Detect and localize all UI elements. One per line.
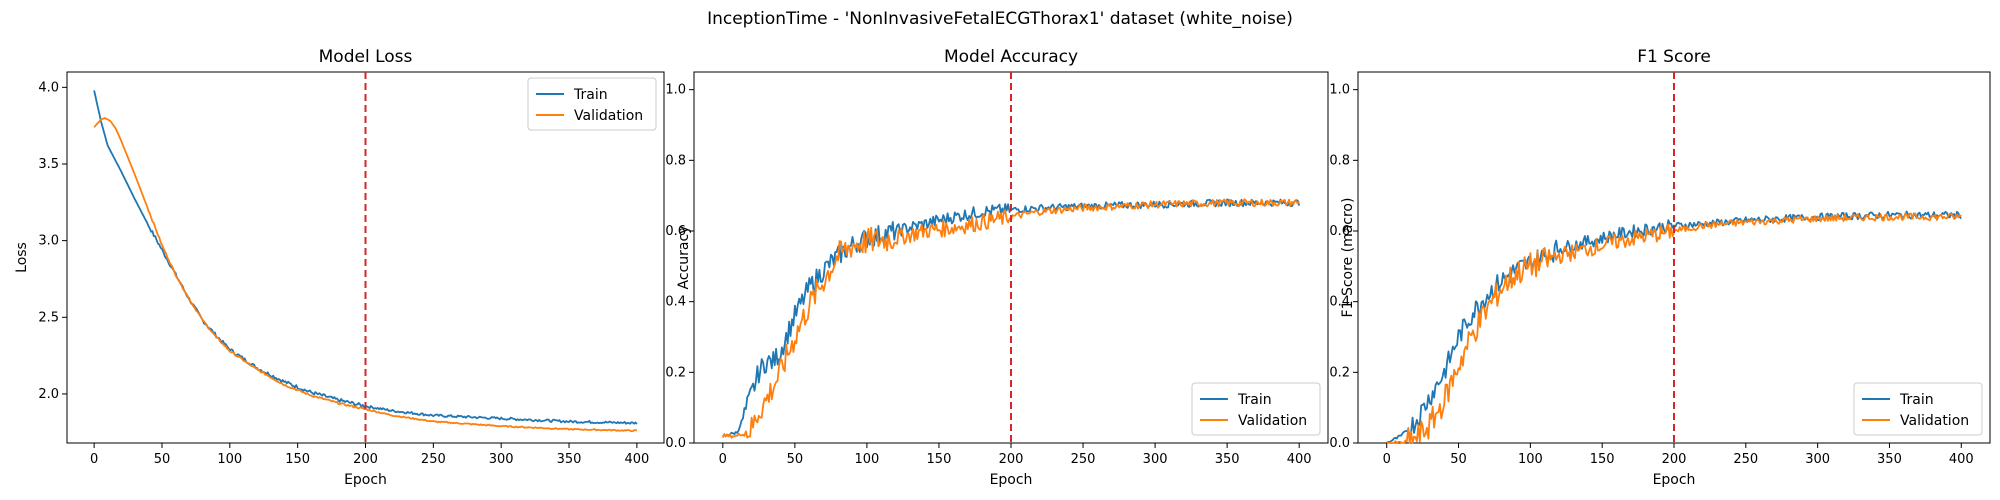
y-tick-label: 1.0: [1329, 83, 1350, 98]
x-tick-label: 150: [285, 452, 310, 467]
y-tick-label: 0.0: [665, 436, 686, 451]
x-tick-label: 350: [1877, 452, 1902, 467]
legend: Train Validation: [1191, 382, 1321, 436]
panel-title: F1 Score: [1637, 47, 1711, 67]
x-tick-label: 300: [1143, 452, 1168, 467]
y-axis-label: Loss: [14, 242, 30, 273]
panel-title: Model Accuracy: [944, 47, 1078, 67]
legend-box: [527, 77, 657, 131]
plot-area: 0 50 100 150 200 250 300 350 400 2.0 2.5 3.0 3.5 4.0 T…: [38, 72, 657, 467]
y-tick-label: 2.5: [38, 310, 59, 325]
legend-label: Train: [1237, 392, 1272, 408]
x-tick-label: 350: [1215, 452, 1240, 467]
x-tick-label: 350: [557, 452, 582, 467]
x-tick-label: 250: [1071, 452, 1096, 467]
legend-label: Validation: [1238, 413, 1307, 429]
x-tick-label: 200: [999, 452, 1024, 467]
y-tick-label: 0.4: [665, 295, 686, 310]
y-tick-label: 1.0: [665, 83, 686, 98]
y-tick-label: 0.6: [1329, 224, 1350, 239]
x-tick-label: 250: [421, 452, 446, 467]
legend-label: Validation: [574, 108, 643, 124]
x-axis-label: Epoch: [990, 472, 1033, 488]
y-tick-label: 2.0: [38, 387, 59, 402]
legend-label: Validation: [1900, 413, 1969, 429]
x-tick-label: 0: [90, 452, 98, 467]
y-tick-label: 0.8: [1329, 153, 1350, 168]
plot-area: 0 50 100 150 200 250 300 350 400 0.0 0.2 0.4 0.6 0.8 1…: [665, 72, 1321, 467]
y-tick-label: 0.2: [665, 365, 686, 380]
plot-area: 0 50 100 150 200 250 300 350 400 0.0 0.2 0.4 0.6 0.8 1…: [1329, 72, 1983, 467]
x-axis-label: Epoch: [1653, 472, 1696, 488]
legend-label: Train: [1899, 392, 1934, 408]
y-tick-label: 0.0: [1329, 436, 1350, 451]
y-axis-label: F1 Score (macro): [1340, 198, 1356, 318]
legend: Train Validation: [527, 77, 657, 131]
x-tick-label: 150: [1590, 452, 1615, 467]
y-tick-label: 0.8: [665, 153, 686, 168]
legend: Train Validation: [1853, 382, 1983, 436]
x-tick-label: 300: [1805, 452, 1830, 467]
x-tick-label: 0: [719, 452, 727, 467]
x-tick-label: 100: [854, 452, 879, 467]
y-axis-label: Accuracy: [676, 226, 692, 290]
x-tick-label: 150: [927, 452, 952, 467]
x-tick-label: 50: [787, 452, 804, 467]
x-tick-label: 200: [353, 452, 378, 467]
x-tick-label: 250: [1733, 452, 1758, 467]
y-tick-label: 0.4: [1329, 295, 1350, 310]
y-tick-label: 0.2: [1329, 365, 1350, 380]
y-tick-label: 3.5: [38, 157, 59, 172]
panel-accuracy: Model Accuracy Epoch Accuracy 0 50 100 150 2…: [665, 47, 1329, 488]
x-tick-label: 400: [1287, 452, 1312, 467]
figure-title: InceptionTime - 'NonInvasiveFetalECGThor…: [707, 9, 1293, 29]
x-tick-label: 100: [1518, 452, 1543, 467]
series-line-validation: [93, 117, 637, 433]
y-tick-label: 0.6: [665, 224, 686, 239]
y-tick-label: 3.0: [38, 234, 59, 249]
x-tick-label: 50: [1450, 452, 1467, 467]
x-axis-label: Epoch: [344, 472, 387, 488]
x-tick-label: 100: [217, 452, 242, 467]
legend-box: [1191, 382, 1321, 436]
panel-f1: F1 Score Epoch F1 Score (macro) 0 50 100 15…: [1329, 47, 1991, 488]
y-tick-label: 4.0: [38, 80, 59, 95]
x-tick-label: 300: [489, 452, 514, 467]
panel-title: Model Loss: [319, 47, 413, 67]
x-tick-label: 50: [154, 452, 171, 467]
x-tick-label: 400: [624, 452, 649, 467]
legend-label: Train: [573, 87, 608, 103]
panel-loss: Model Loss Epoch Loss 0 50 100 150 200 250 300…: [14, 47, 665, 488]
x-tick-label: 200: [1662, 452, 1687, 467]
legend-box: [1853, 382, 1983, 436]
x-tick-label: 0: [1383, 452, 1391, 467]
x-tick-label: 400: [1949, 452, 1974, 467]
